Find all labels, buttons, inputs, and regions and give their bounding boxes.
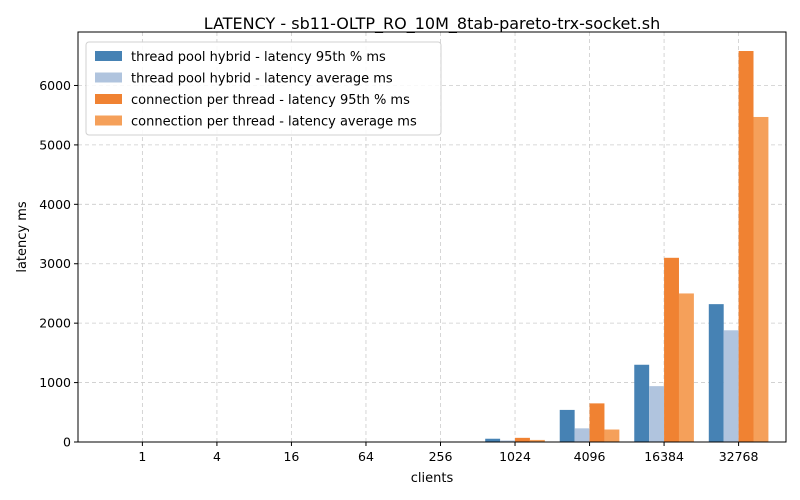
- bar: [753, 116, 769, 443]
- bar: [678, 293, 694, 442]
- legend-swatch: [95, 72, 122, 83]
- legend-entry: thread pool hybrid - latency 95th % ms: [131, 50, 386, 65]
- bar: [515, 437, 530, 442]
- legend-box: [85, 41, 442, 136]
- x-tick-label: 1: [138, 449, 146, 464]
- y-tick-label: 1000: [39, 375, 71, 390]
- x-tick-label: 32768: [719, 449, 759, 464]
- bar: [559, 409, 575, 442]
- bar: [634, 364, 650, 442]
- bar: [485, 438, 501, 442]
- bar: [604, 429, 620, 442]
- x-tick-label: 16384: [644, 449, 684, 464]
- legend-entry: connection per thread - latency 95th % m…: [131, 93, 410, 108]
- legend: thread pool hybrid - latency 95th % ms th…: [85, 41, 442, 136]
- plot-frame: [77, 31, 787, 443]
- bars: [112, 51, 769, 443]
- bar: [708, 304, 724, 442]
- x-tick-label: 4: [213, 449, 221, 464]
- legend-entry: thread pool hybrid - latency average ms: [131, 72, 393, 87]
- x-tick-label: 4096: [574, 449, 606, 464]
- bar: [574, 428, 590, 442]
- x-axis-label: clients: [411, 471, 454, 486]
- bar: [664, 257, 679, 442]
- chart-title: LATENCY - sb11-OLTP_RO_10M_8tab-pareto-t…: [204, 14, 660, 34]
- bar: [589, 403, 605, 442]
- y-tick-label: 0: [63, 435, 71, 450]
- legend-entry: connection per thread - latency average …: [131, 115, 417, 130]
- legend-swatch: [95, 115, 122, 126]
- x-tick-label: 1024: [499, 449, 531, 464]
- legend-swatch: [95, 94, 122, 104]
- y-tick-label: 5000: [39, 137, 71, 152]
- bar: [723, 330, 739, 442]
- y-tick-label: 6000: [39, 78, 71, 93]
- bar: [738, 51, 754, 442]
- y-axis-label: latency ms: [15, 201, 30, 273]
- y-tick-label: 3000: [39, 256, 71, 271]
- ticks: 0 1000 2000 3000 4000 5000 6000 1 4 16 64 256 1024 40…: [39, 78, 758, 464]
- y-tick-label: 4000: [39, 197, 71, 212]
- bar: [529, 439, 545, 442]
- legend-swatch: [95, 51, 122, 61]
- bar: [500, 440, 516, 442]
- x-tick-label: 64: [358, 449, 374, 464]
- x-tick-label: 16: [283, 449, 299, 464]
- x-tick-label: 256: [429, 449, 453, 464]
- y-tick-label: 2000: [39, 316, 71, 331]
- bar: [649, 386, 665, 442]
